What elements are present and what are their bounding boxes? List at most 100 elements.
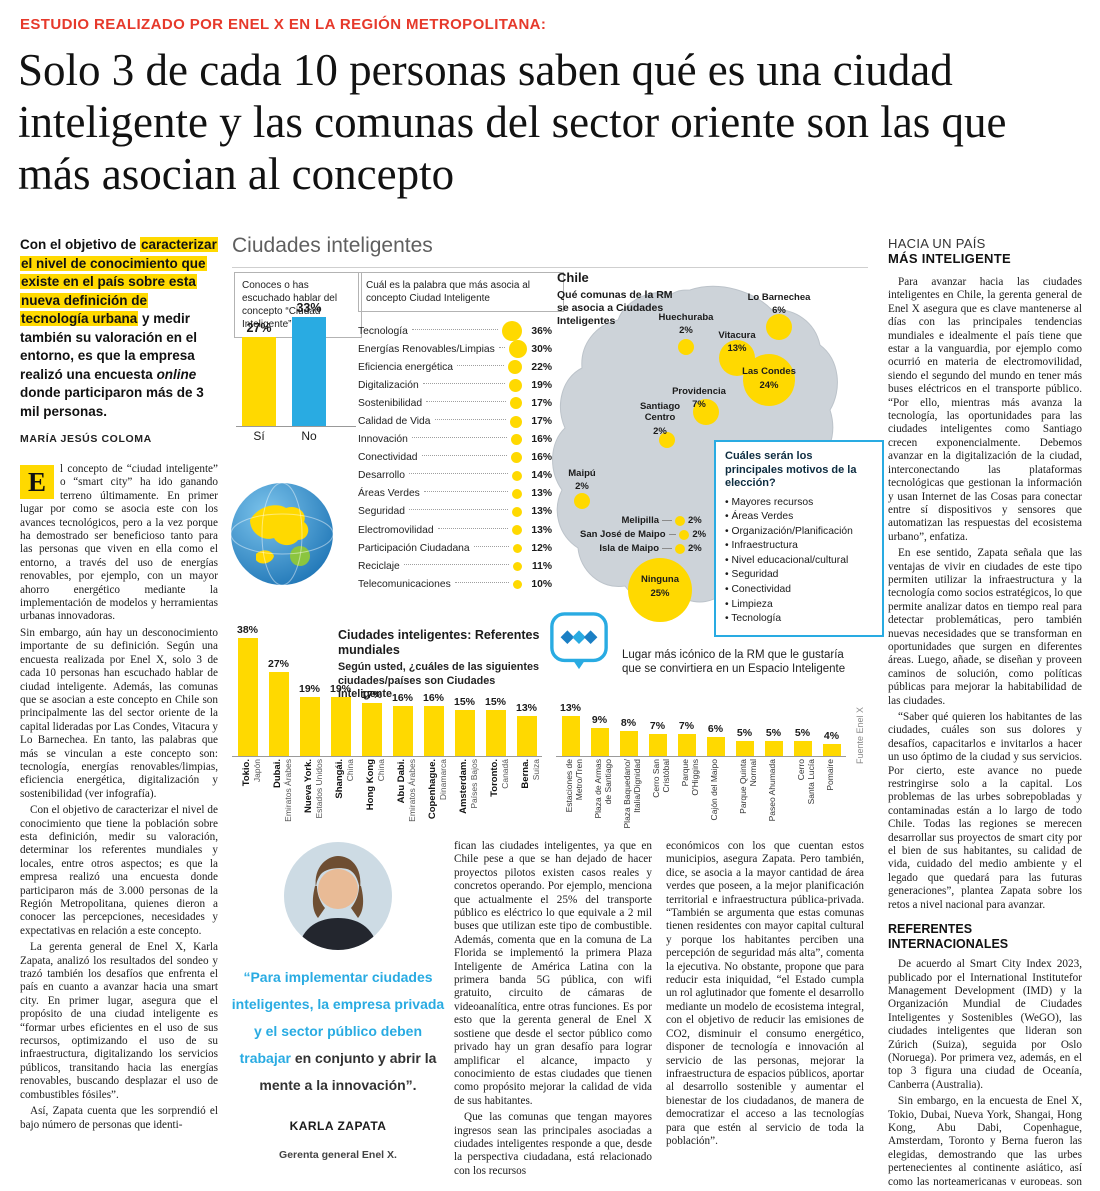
lugares-bar-label: Parque O'Higgins bbox=[680, 759, 700, 796]
word-association-row: Reciclaje 11% bbox=[358, 560, 552, 572]
map-title: Qué comunas de la RM se asocia a Ciudade… bbox=[557, 289, 673, 327]
paragraph: La gerenta general de Enel X, Karla Zapa… bbox=[20, 941, 218, 1101]
right-column: HACIA UN PAÍS MÁS INTELIGENTE Para avanz… bbox=[888, 236, 1082, 1185]
pull-quote: “Para implementar ciudades inteligentes,… bbox=[228, 964, 448, 1169]
referentes-bar: 13% bbox=[511, 600, 542, 756]
lugares-chart: 13% 9% 8% 7% 7% 6% 5% 5% 5% 4% Estaciones de Metro… bbox=[556, 690, 846, 837]
motivo-item: Infraestructura bbox=[725, 539, 873, 554]
lugares-bar-label: Cerro Santa Lucía bbox=[796, 759, 816, 805]
referentes-subtitle: Según usted, ¿cuáles de las siguientes c… bbox=[338, 661, 540, 700]
map-bubble bbox=[693, 399, 719, 425]
word-association-row: Eficiencia energética 22% bbox=[358, 360, 552, 375]
lede-post: donde participaron más de 3 mil personas… bbox=[20, 385, 204, 419]
awareness-bar: 33% bbox=[292, 300, 326, 426]
referentes-bar-label: Hong Kong China bbox=[365, 759, 386, 811]
byline: MARÍA JESÚS COLOMA bbox=[20, 433, 152, 445]
paragraph: Con el objetivo de caracterizar el nivel… bbox=[20, 804, 218, 937]
value-dot bbox=[508, 340, 527, 359]
word-association-row: Digitalización 19% bbox=[358, 378, 552, 392]
lugares-bar: 7% bbox=[643, 690, 672, 756]
referentes-bar-label: Shangái. China bbox=[334, 759, 355, 799]
paragraph: Sin embargo, aún hay un desconocimiento … bbox=[20, 626, 218, 800]
paragraph: Así, Zapata cuenta que les sorprendió el… bbox=[20, 1105, 218, 1131]
word-association-question: Cuál es la palabra que más asocia al con… bbox=[358, 272, 564, 312]
awareness-bar-label: Sí bbox=[253, 429, 265, 443]
lugares-bar-label: Pomaire bbox=[825, 759, 835, 791]
right-column-body-2: De acuerdo al Smart City Index 2023, pub… bbox=[888, 958, 1082, 1185]
lede-online: online bbox=[156, 366, 197, 382]
motivos-list: Mayores recursosÁreas VerdesOrganización… bbox=[725, 496, 873, 627]
value-dot bbox=[509, 378, 522, 392]
page-title: Solo 3 de cada 10 personas saben qué es … bbox=[18, 45, 1007, 199]
lugares-bar: 8% bbox=[614, 690, 643, 756]
lugares-title: Lugar más icónico de la RM que le gustar… bbox=[622, 649, 846, 675]
awareness-labels: Sí No bbox=[236, 427, 356, 443]
word-association-row: Tecnología 36% bbox=[358, 321, 552, 342]
word-association-row: Calidad de Vida 17% bbox=[358, 415, 552, 428]
lugares-bar: 13% bbox=[556, 690, 585, 756]
motivos-title: Cuáles serán los principales motivos de … bbox=[725, 450, 857, 489]
paragraph: “Saber qué quieren los habitantes de las… bbox=[888, 711, 1082, 911]
paragraph: En ese sentido, Zapata señala que las ve… bbox=[888, 547, 1082, 707]
paragraph: Sin embargo, en la encuesta de Enel X, T… bbox=[888, 1095, 1082, 1185]
map-bubble bbox=[678, 339, 694, 355]
lugares-labels: Estaciones de Metro/Tren Plaza de Armas de … bbox=[556, 757, 846, 837]
word-association-row: Sostenibilidad 17% bbox=[358, 397, 552, 410]
referentes-bar: 17% bbox=[356, 600, 387, 756]
value-dot bbox=[513, 543, 522, 553]
map-bubble-row: Melipilla 2% bbox=[621, 515, 702, 526]
map-bubble-row: San José de Maipo 2% bbox=[580, 529, 707, 540]
lugares-bar-label: Plaza de Armas de Santiago bbox=[593, 759, 613, 819]
referentes-chart: 38% 27% 19% 19% 17% 16% 16% 15% 15% 13% Tokio. Jap… bbox=[232, 600, 542, 837]
right-heading-light: HACIA UN PAÍS bbox=[888, 236, 986, 251]
paragraph: Que las comunas que tengan mayores ingre… bbox=[454, 1111, 652, 1177]
word-association-row: Seguridad 13% bbox=[358, 506, 552, 518]
value-dot bbox=[512, 525, 522, 536]
kicker: ESTUDIO REALIZADO POR ENEL X EN LA REGIÓ… bbox=[20, 16, 547, 33]
referentes-heading: Ciudades inteligentes: Referentes mundia… bbox=[338, 628, 543, 702]
lugares-bar: 9% bbox=[585, 690, 614, 756]
motivo-item: Áreas Verdes bbox=[725, 510, 873, 525]
lugares-bar-label: Cerro San Cristóbal bbox=[651, 759, 671, 798]
motivo-item: Tecnología bbox=[725, 612, 873, 627]
word-association-row: Áreas Verdes 13% bbox=[358, 488, 552, 500]
referentes-bar-label: Tokio. Japón bbox=[241, 759, 262, 787]
referentes-bar-label: Abu Dabi. Emiratos Árabes bbox=[396, 759, 417, 822]
awareness-bar-label: No bbox=[301, 429, 317, 443]
value-dot bbox=[511, 434, 522, 446]
infographic-title: Ciudades inteligentes bbox=[232, 234, 868, 268]
motivo-item: Seguridad bbox=[725, 568, 873, 583]
motivo-item: Limpieza bbox=[725, 598, 873, 613]
referentes-bar-label: Dubai. Emiratos Árabes bbox=[272, 759, 293, 822]
word-association-row: Energías Renovables/Limpias 30% bbox=[358, 340, 552, 359]
right-column-body: Para avanzar hacia las ciudades intelige… bbox=[888, 276, 1082, 912]
column-a: fican las ciudades inteligentes, ya que … bbox=[454, 840, 652, 1185]
map-bubble bbox=[766, 314, 792, 340]
lugares-bar: 7% bbox=[672, 690, 701, 756]
word-association-list: Tecnología 36% Energías Renovables/Limpias… bbox=[358, 321, 552, 593]
awareness-chart: 27% 33% Sí No bbox=[236, 300, 356, 443]
awareness-bars: 27% 33% bbox=[236, 300, 356, 427]
dropcap: E bbox=[20, 465, 54, 499]
value-dot bbox=[513, 579, 522, 589]
lugares-bar-label: Cajón del Maipo bbox=[709, 759, 719, 821]
quote-blue-text: “Para implementar ciudades inteligentes,… bbox=[231, 969, 445, 1066]
motivo-item: Mayores recursos bbox=[725, 496, 873, 511]
lugares-bar: 5% bbox=[759, 690, 788, 756]
word-association-row: Electromovilidad 13% bbox=[358, 524, 552, 536]
referentes-bar: 15% bbox=[480, 600, 511, 756]
word-association-row: Desarrollo 14% bbox=[358, 470, 552, 482]
referentes-bar-label: Toronto. Canadá bbox=[489, 759, 510, 797]
value-dot bbox=[512, 470, 522, 481]
value-dot bbox=[502, 321, 522, 342]
referentes-bar: 19% bbox=[294, 600, 325, 756]
article-left-rest: Sin embargo, aún hay un desconocimiento … bbox=[20, 627, 218, 1132]
value-dot bbox=[510, 397, 522, 410]
lugares-bar: 5% bbox=[788, 690, 817, 756]
referentes-bar-label: Berna. Suiza bbox=[520, 759, 541, 789]
right-heading-bold: MÁS INTELIGENTE bbox=[888, 251, 1011, 266]
lugares-bar: 4% bbox=[817, 690, 846, 756]
